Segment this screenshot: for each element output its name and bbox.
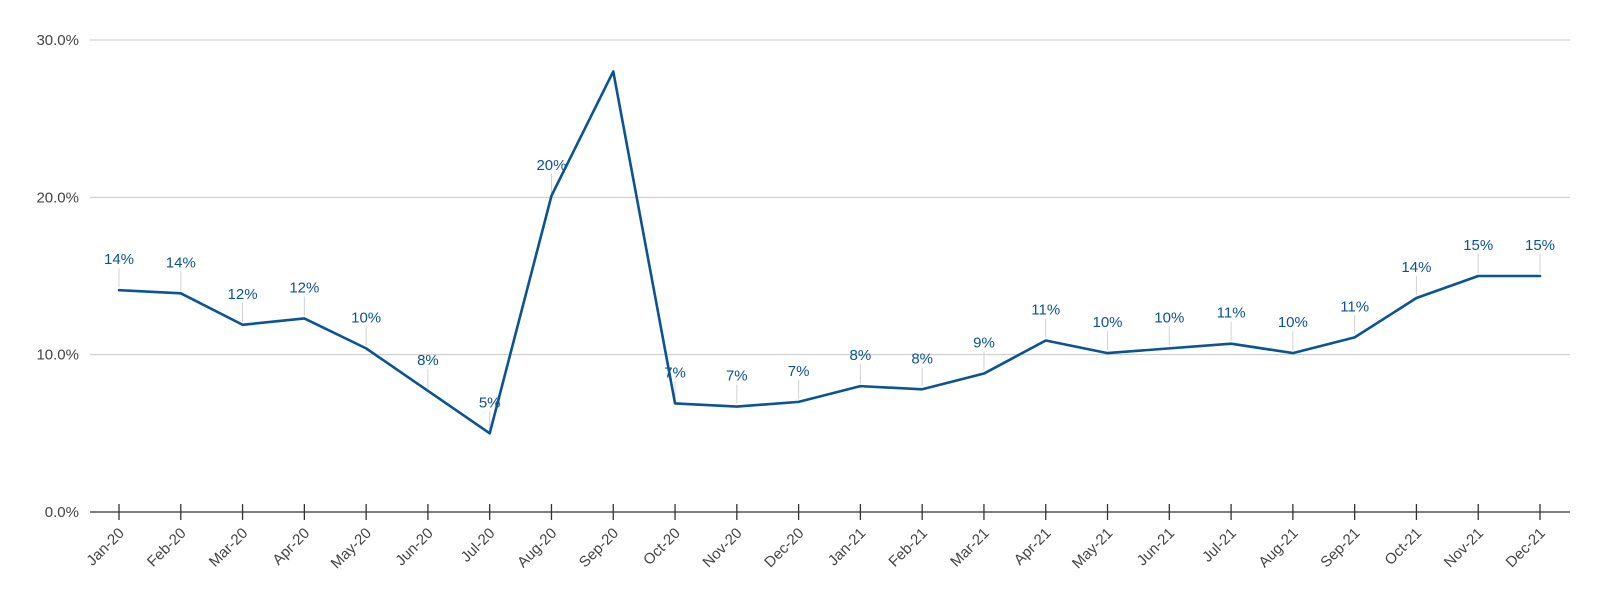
- x-tick-label: Oct-20: [640, 525, 684, 569]
- x-tick-label: Feb-20: [144, 525, 190, 571]
- data-labels: 14% 14%12% 12%10%8%5%20%7% 7% 7%8% 8%9%11%10%…: [104, 157, 1555, 431]
- y-tick-label: 0.0%: [45, 504, 79, 521]
- x-tick-label: Jun-20: [392, 525, 436, 569]
- x-tick-label: Jan-21: [825, 525, 869, 569]
- data-label: 14%: [104, 251, 134, 268]
- data-label: 12%: [289, 279, 319, 296]
- y-axis: 0.0% 10.0% 20.0% 30.0%: [36, 32, 79, 521]
- x-tick-label: May-20: [328, 525, 375, 572]
- x-tick-label: Mar-21: [947, 525, 993, 571]
- data-label: 7%: [788, 363, 810, 380]
- x-tick-label: Aug-20: [514, 525, 560, 571]
- y-tick-label: 20.0%: [36, 189, 79, 206]
- data-label: 7%: [726, 368, 748, 385]
- data-label: 12%: [228, 286, 258, 303]
- data-label: 9%: [973, 335, 995, 352]
- data-label: 11%: [1031, 302, 1060, 319]
- x-tick-label: Oct-21: [1381, 525, 1425, 569]
- series: [117, 70, 1542, 435]
- data-label: 5%: [479, 394, 501, 411]
- data-label: 8%: [417, 352, 439, 369]
- data-label: 8%: [911, 350, 933, 367]
- y-tick-label: 30.0%: [36, 32, 79, 49]
- x-tick-label: Jul-20: [458, 525, 499, 566]
- x-tick-label: Sep-20: [576, 525, 622, 571]
- data-label: 15%: [1463, 237, 1493, 254]
- x-tick-label: Mar-20: [206, 525, 252, 571]
- x-tick-label: Nov-21: [1441, 525, 1487, 571]
- x-tick-label: May-21: [1069, 525, 1116, 572]
- data-label: 15%: [1525, 237, 1555, 254]
- x-tick-label: Nov-20: [699, 525, 745, 571]
- data-label: 14%: [166, 254, 196, 271]
- data-label: 10%: [1154, 309, 1184, 326]
- data-label: 11%: [1340, 298, 1369, 315]
- x-tick-label: Aug-21: [1255, 525, 1301, 571]
- y-tick-label: 10.0%: [36, 347, 79, 364]
- x-tick-label: Jan-20: [83, 525, 127, 569]
- x-tick-label: Apr-20: [269, 525, 313, 569]
- x-tick-label: Jul-21: [1199, 525, 1240, 566]
- data-label: 10%: [1278, 314, 1308, 331]
- x-tick-label: Dec-20: [761, 525, 807, 571]
- data-label: 10%: [351, 309, 381, 326]
- x-tick-label: Sep-21: [1317, 525, 1363, 571]
- x-axis: Jan-20 Feb-20 Mar-20 Apr-20 May-20 Jun-20 Jul-…: [83, 504, 1570, 572]
- data-label: 8%: [850, 347, 872, 364]
- x-tick-label: Jun-21: [1134, 525, 1178, 569]
- data-label: 14%: [1401, 259, 1431, 276]
- data-label: 10%: [1093, 314, 1123, 331]
- gridlines: [90, 39, 1570, 356]
- x-tick-label: Dec-21: [1503, 525, 1549, 571]
- x-tick-label: Feb-21: [885, 525, 931, 571]
- x-tick-label: Apr-21: [1011, 525, 1055, 569]
- data-label: 20%: [536, 157, 566, 174]
- series-line: [117, 70, 1542, 435]
- data-label: 11%: [1217, 305, 1246, 322]
